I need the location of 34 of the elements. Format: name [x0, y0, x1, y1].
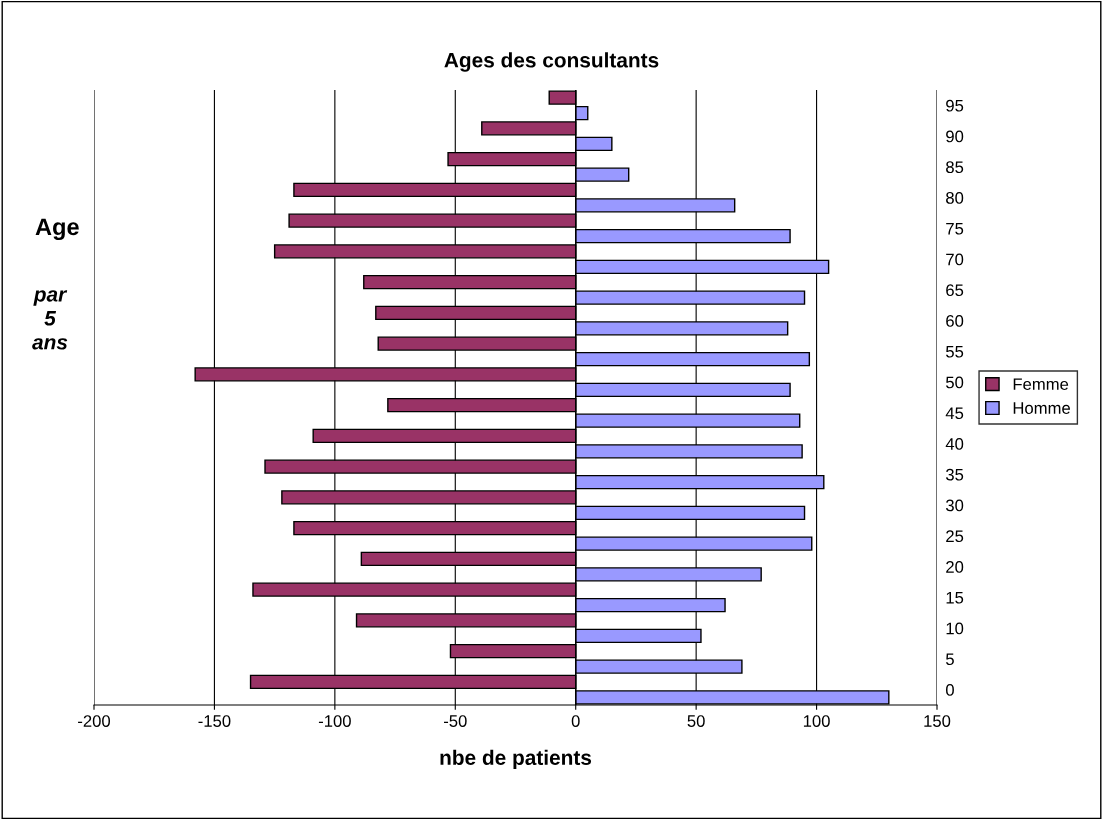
x-tick-label: 50: [687, 715, 705, 727]
y-tick-label: 35: [945, 468, 964, 481]
x-tick-label: -200: [78, 715, 111, 727]
y-tick-label: 45: [945, 407, 964, 420]
legend-label: Homme: [1013, 402, 1070, 414]
y-tick-label: 25: [946, 530, 964, 543]
y-tick-label: 85: [946, 161, 964, 174]
y-tick-label: 55: [946, 345, 964, 358]
legend-label: Femme: [1013, 378, 1069, 391]
y-tick-label: 40: [945, 438, 964, 450]
y-axis-title: Age: [35, 218, 79, 240]
x-tick-label: -150: [198, 715, 231, 727]
x-tick-label: -50: [443, 715, 467, 727]
x-tick-label: -100: [318, 715, 351, 727]
y-tick-label: 5: [946, 653, 954, 666]
x-tick-label: 100: [803, 715, 830, 727]
x-tick-label: 150: [924, 715, 951, 727]
chart-title: Ages des consultants: [444, 52, 659, 72]
y-tick-label: 90: [946, 130, 964, 143]
y-tick-label: 95: [946, 99, 964, 112]
y-tick-label: 75: [946, 222, 964, 235]
x-tick-label: 0: [571, 715, 580, 727]
text: par 5 ans: [32, 290, 68, 350]
y-tick-label: 70: [946, 253, 964, 266]
y-tick-label: 80: [946, 192, 964, 204]
y-tick-label: 20: [946, 561, 964, 573]
x-axis-title: nbe de patients: [440, 749, 592, 770]
y-tick-label: 65: [946, 284, 964, 297]
y-tick-label: 15: [946, 591, 964, 604]
y-tick-label: 10: [946, 622, 964, 635]
y-tick-label: 30: [945, 499, 964, 512]
y-tick-label: 60: [946, 315, 964, 327]
y-tick-label: 50: [946, 376, 964, 389]
y-tick-label: 0: [945, 684, 954, 696]
